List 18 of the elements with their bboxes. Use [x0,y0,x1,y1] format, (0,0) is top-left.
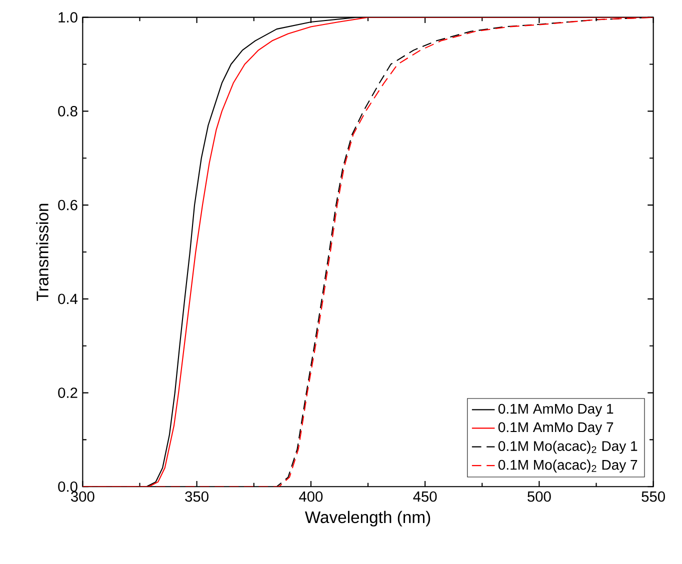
x-tick-label: 350 [185,491,208,502]
x-tick-label: 400 [299,491,323,502]
y-tick-label: 0.2 [58,388,78,398]
x-tick-label: 300 [71,491,94,502]
y-axis-title: Transmission [36,204,48,301]
x-tick-label: 500 [528,491,551,502]
y-tick-label: 0.0 [58,481,78,492]
legend-label: 0.1M AmMo Day 1 [498,404,614,417]
y-tick-label: 0.6 [58,200,78,210]
legend-label: 0.1M Mo(acac)$_{2}$ Day 7 [498,460,638,473]
legend-label: 0.1M AmMo Day 7 [498,422,614,435]
y-tick-label: 0.4 [58,294,78,304]
x-tick-label: 550 [642,491,665,502]
legend-label: 0.1M Mo(acac)$_{2}$ Day 1 [498,440,638,454]
y-tick-label: 0.8 [58,106,78,116]
x-tick-label: 450 [413,491,437,502]
x-axis-title: Wavelength (nm) [304,510,430,526]
y-tick-label: 1.0 [58,12,78,23]
